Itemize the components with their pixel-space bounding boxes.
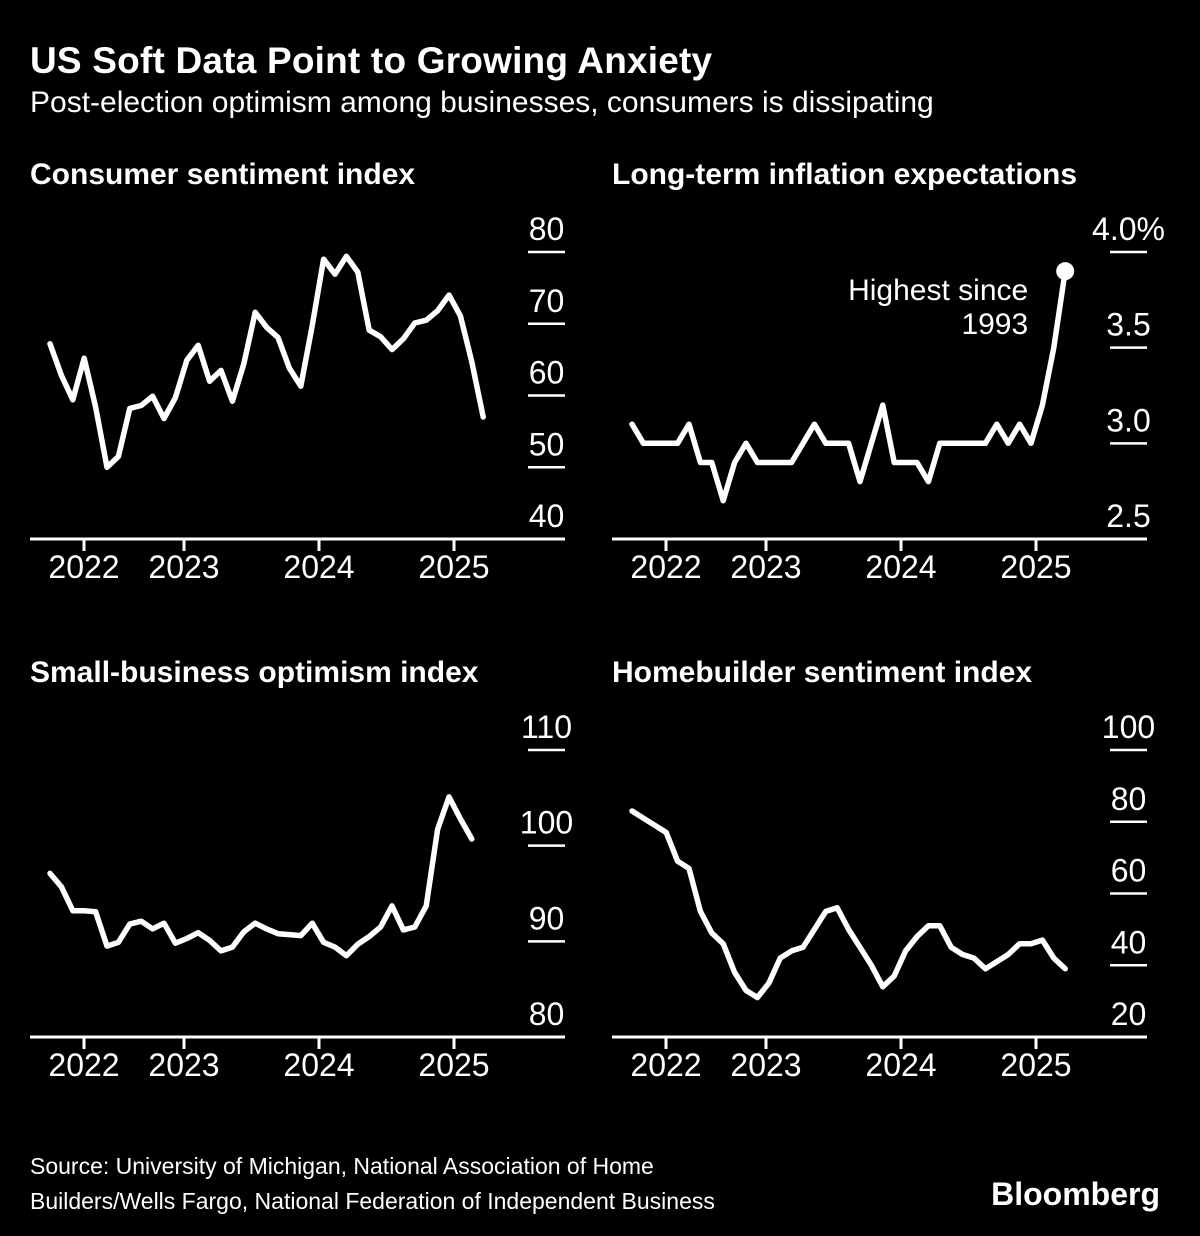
y-tick-label: 50 [529, 426, 565, 462]
y-tick-label: 4.0% [1092, 211, 1165, 247]
x-tick-label: 2025 [418, 549, 489, 585]
chart-title: Small-business optimism index [30, 656, 479, 689]
y-tick-label: 3.5 [1106, 307, 1150, 343]
x-tick-label: 2025 [1000, 1047, 1071, 1083]
y-tick-label: 80 [1111, 781, 1147, 817]
source-note: Source: University of Michigan, National… [30, 1149, 715, 1219]
consumer-sentiment-plot: 2022 2023 2024 2025 80 70 60 50 40 [30, 211, 565, 585]
bloomberg-logo: Bloomberg [991, 1176, 1160, 1212]
x-tick-label: 2025 [1000, 549, 1071, 585]
x-tick-label: 2024 [865, 549, 936, 585]
y-tick-label: 60 [1111, 853, 1147, 889]
y-tick-label: 80 [529, 996, 565, 1032]
source-line-2: Builders/Wells Fargo, National Federatio… [30, 1188, 715, 1214]
y-tick-label: 20 [1111, 996, 1147, 1032]
y-tick-label: 2.5 [1106, 498, 1150, 534]
chart-homebuilder-sentiment: Homebuilder sentiment index 2022 2023 2024… [612, 656, 1172, 1102]
y-tick-label: 100 [1102, 709, 1155, 745]
y-tick-label: 110 [521, 709, 572, 745]
end-dot [1056, 262, 1075, 281]
x-tick-label: 2023 [730, 549, 801, 585]
y-tick-label: 3.0 [1106, 402, 1150, 438]
data-line [47, 794, 475, 959]
y-tick-label: 70 [529, 283, 565, 319]
page-title: US Soft Data Point to Growing Anxiety [30, 40, 713, 81]
x-tick-label: 2023 [148, 549, 219, 585]
chart-title: Consumer sentiment index [30, 158, 416, 191]
y-tick-label: 100 [520, 805, 573, 841]
x-tick-label: 2022 [48, 549, 119, 585]
y-tick-label: 40 [529, 498, 565, 534]
chart-title: Homebuilder sentiment index [612, 656, 1033, 689]
data-line [629, 268, 1068, 504]
x-tick-label: 2022 [630, 1047, 701, 1083]
annotation-text: 1993 [961, 308, 1028, 341]
x-tick-label: 2024 [283, 549, 354, 585]
homebuilder-sentiment-plot: 2022 2023 2024 2025 100 80 60 40 20 [612, 709, 1155, 1083]
x-tick-label: 2024 [283, 1047, 354, 1083]
annotation-text: Highest since [848, 274, 1028, 307]
x-tick-label: 2023 [730, 1047, 801, 1083]
page-subtitle: Post-election optimism among businesses,… [30, 86, 934, 119]
y-tick-label: 90 [529, 900, 565, 936]
y-tick-label: 40 [1111, 924, 1147, 960]
x-tick-label: 2022 [630, 549, 701, 585]
x-tick-label: 2023 [148, 1047, 219, 1083]
source-line-1: Source: University of Michigan, National… [30, 1153, 654, 1179]
y-tick-label: 60 [529, 355, 565, 391]
y-tick-label: 80 [529, 211, 565, 247]
small-business-optimism-plot: 2022 2023 2024 2025 110 100 90 80 [30, 709, 573, 1083]
data-line [47, 253, 486, 471]
x-tick-label: 2025 [418, 1047, 489, 1083]
chart-small-business-optimism: Small-business optimism index 2022 2023 20… [30, 656, 590, 1102]
inflation-expectations-plot: 2022 2023 2024 2025 4.0% 3.5 3.0 2.5 Highest sin… [612, 211, 1165, 585]
chart-consumer-sentiment: Consumer sentiment index 2022 2023 2024 202… [30, 158, 590, 604]
x-tick-label: 2022 [48, 1047, 119, 1083]
chart-inflation-expectations: Long-term inflation expectations 2022 202… [612, 158, 1172, 604]
x-tick-label: 2024 [865, 1047, 936, 1083]
chart-title: Long-term inflation expectations [612, 158, 1078, 191]
data-line [629, 808, 1068, 1001]
